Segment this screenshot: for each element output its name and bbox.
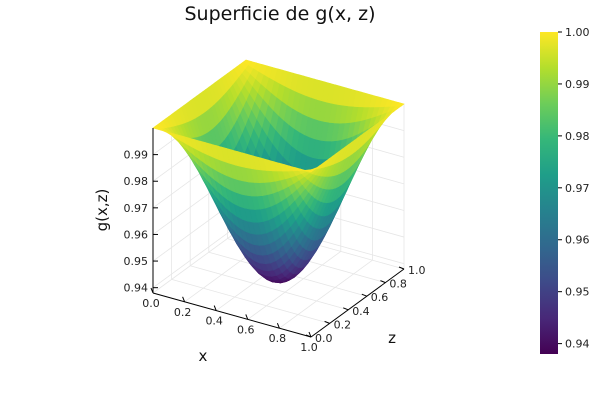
- y-tick-label: 0.98: [124, 175, 149, 188]
- z-tick-label: 0.8: [389, 278, 407, 291]
- x-tick-mark: [213, 305, 217, 311]
- z-tick-mark: [361, 293, 367, 297]
- colorbar-tick-label: 0.94: [565, 338, 590, 351]
- colorbar-tick-label: 0.97: [565, 182, 590, 195]
- z-axis-line: [310, 268, 405, 338]
- x-tick-mark: [182, 296, 186, 302]
- y-tick-label: 0.96: [124, 228, 149, 241]
- z-axis-label: z: [388, 329, 396, 347]
- surface-patch: [305, 169, 316, 173]
- x-tick-mark: [308, 331, 312, 338]
- colorbar: 0.94 0.95 0.96 0.97 0.98 0.99 1.00: [540, 26, 590, 354]
- x-tick-label: 0.6: [237, 323, 255, 336]
- x-axis-line: [152, 292, 312, 338]
- colorbar-gradient: [540, 32, 558, 354]
- y-tick-label: 0.94: [124, 282, 149, 295]
- z-tick-label: 0.6: [371, 291, 389, 304]
- y-tick-label: 0.97: [124, 202, 149, 215]
- x-tick-mark: [245, 314, 249, 320]
- y-tick-label: 0.99: [124, 149, 149, 162]
- chart-title: Superficie de g(x, z): [184, 3, 375, 25]
- z-tick-mark: [380, 280, 386, 284]
- x-tick-label: 0.8: [269, 332, 287, 345]
- z-tick-mark: [398, 266, 405, 270]
- grid-line: [247, 251, 342, 320]
- z-tick-mark: [324, 320, 330, 324]
- x-tick-label: 1.0: [300, 341, 318, 354]
- z-tick-mark: [343, 307, 349, 311]
- x-tick-mark: [276, 323, 280, 329]
- x-tick-label: 0.2: [174, 306, 192, 319]
- axes: [150, 128, 405, 338]
- x-tick-label: 0.0: [142, 297, 160, 310]
- z-tick-label: 0.4: [352, 305, 370, 318]
- z-tick-label: 1.0: [408, 264, 426, 277]
- x-tick-label: 0.4: [205, 315, 223, 328]
- colorbar-tick-label: 0.95: [565, 286, 590, 299]
- colorbar-tick-label: 0.98: [565, 130, 590, 143]
- x-tick-mark: [150, 287, 154, 294]
- grid-line: [279, 259, 373, 329]
- z-tick-mark: [305, 334, 312, 338]
- colorbar-tick-label: 1.00: [565, 26, 590, 39]
- grid-line: [190, 265, 349, 311]
- y-tick-label: 0.95: [124, 255, 149, 268]
- surface-mesh: [152, 59, 405, 284]
- tick-labels: 0.00.20.40.60.81.00.00.20.40.60.81.00.94…: [124, 149, 426, 354]
- x-axis-label: x: [199, 347, 208, 365]
- z-tick-label: 0.0: [315, 332, 333, 345]
- y-axis-label: g(x,z): [93, 189, 111, 232]
- z-tick-label: 0.2: [334, 318, 352, 331]
- grid-line: [171, 279, 330, 324]
- grid-line: [152, 224, 247, 294]
- colorbar-tick-label: 0.96: [565, 234, 590, 247]
- colorbar-tick-label: 0.99: [565, 78, 590, 91]
